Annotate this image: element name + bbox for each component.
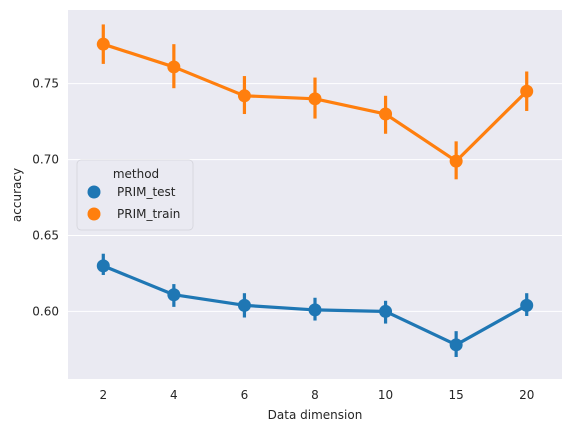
legend-title: method — [113, 167, 159, 181]
x-tick-label: 4 — [170, 388, 178, 402]
data-point — [167, 288, 181, 302]
legend-marker-prim-train — [87, 207, 101, 221]
data-point — [308, 303, 322, 317]
data-point — [520, 298, 534, 312]
y-tick-labels: 0.60 0.65 0.70 0.75 — [32, 77, 59, 319]
data-point — [96, 37, 110, 51]
legend-label-prim-test: PRIM_test — [117, 185, 176, 199]
x-tick-label: 10 — [378, 388, 393, 402]
data-point — [379, 304, 393, 318]
x-tick-label: 8 — [311, 388, 319, 402]
data-point — [379, 107, 393, 121]
x-axis-label: Data dimension — [268, 408, 363, 422]
data-point — [449, 154, 463, 168]
data-point — [237, 298, 251, 312]
data-point — [237, 89, 251, 103]
x-tick-labels: 2 4 6 8 10 15 20 — [99, 388, 534, 402]
legend-label-prim-train: PRIM_train — [117, 207, 180, 221]
data-point — [167, 60, 181, 74]
y-axis-label: accuracy — [10, 168, 24, 222]
data-point — [96, 259, 110, 273]
legend: method PRIM_test PRIM_train — [76, 159, 194, 231]
legend-marker-prim-test — [87, 185, 101, 199]
legend-box — [76, 159, 194, 231]
y-tick-label: 0.75 — [32, 77, 59, 91]
x-tick-label: 2 — [99, 388, 107, 402]
series-prim-train — [96, 24, 534, 180]
x-tick-label: 6 — [241, 388, 249, 402]
data-point — [520, 84, 534, 98]
data-point — [308, 92, 322, 106]
y-tick-label: 0.65 — [32, 229, 59, 243]
x-tick-label: 20 — [519, 388, 534, 402]
y-tick-label: 0.70 — [32, 153, 59, 167]
x-tick-label: 15 — [449, 388, 464, 402]
series-prim-test — [96, 253, 534, 357]
data-point — [449, 338, 463, 352]
series-layer — [96, 24, 534, 357]
y-tick-label: 0.60 — [32, 304, 59, 318]
